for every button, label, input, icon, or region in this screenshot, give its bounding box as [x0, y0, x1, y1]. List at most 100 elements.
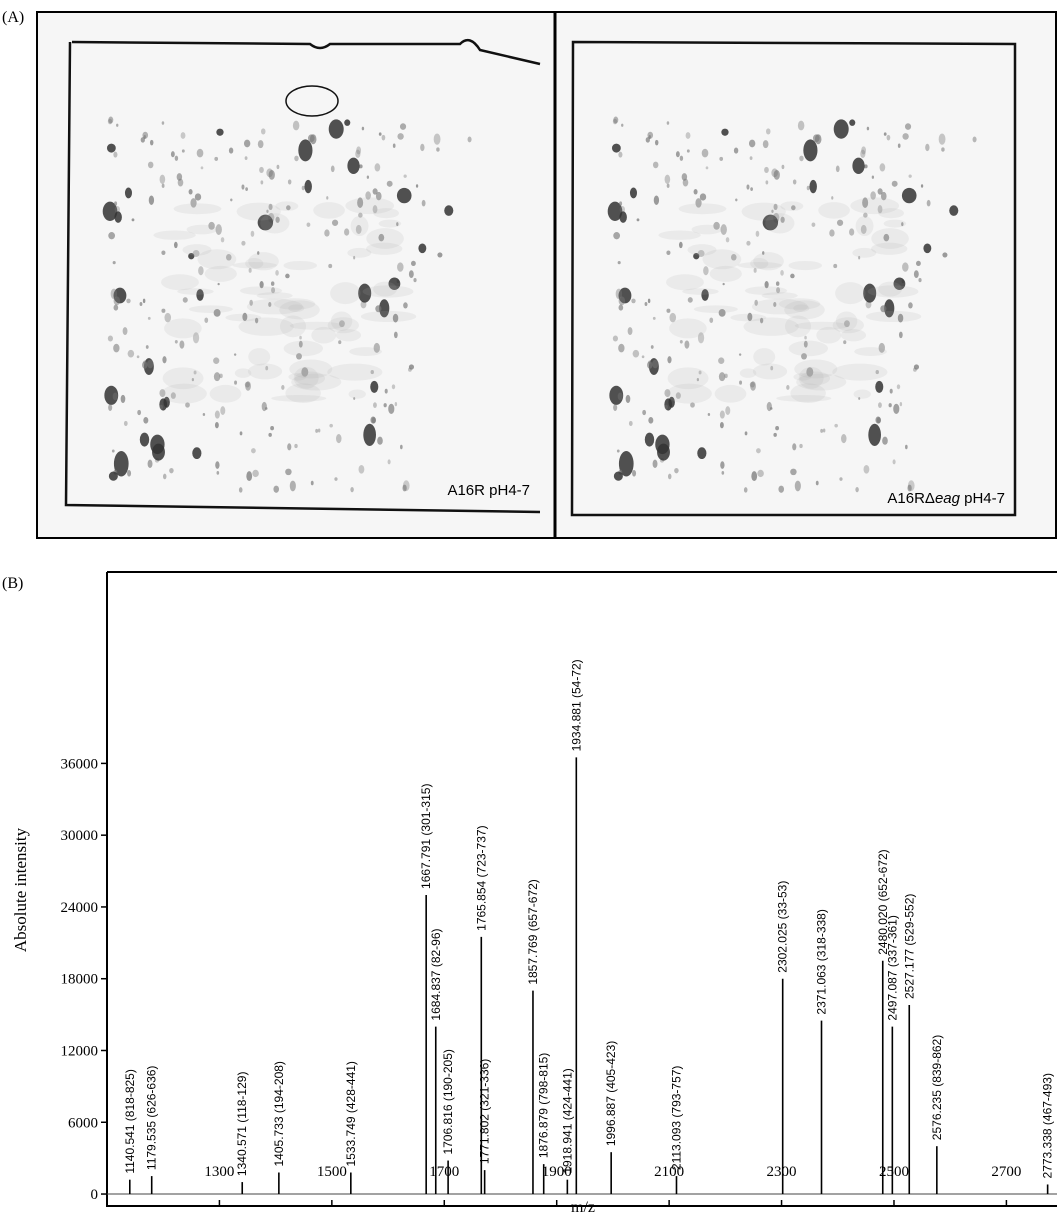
gel-spot	[110, 288, 118, 300]
gel-spot	[786, 385, 790, 390]
gel-spot	[415, 184, 419, 188]
gel-spot	[102, 201, 118, 222]
gel-spot	[124, 187, 133, 199]
gel-spot	[257, 251, 260, 255]
gel-spot	[113, 151, 118, 158]
gel-spot	[170, 151, 175, 158]
gel-spot	[647, 361, 653, 369]
gel-smear	[883, 219, 907, 228]
gel-spot	[162, 356, 167, 364]
gel-spot	[815, 480, 819, 486]
gel-smear	[366, 242, 403, 255]
gel-spot	[190, 198, 197, 208]
gel-spot	[775, 425, 780, 431]
gel-smear	[776, 395, 832, 402]
gel-spot	[883, 233, 890, 242]
gel-spot	[697, 332, 705, 344]
gel-smear	[788, 340, 829, 357]
gel-spot	[902, 133, 909, 140]
gel-spots	[607, 116, 977, 493]
gel-spot	[378, 233, 385, 242]
x-tick-label: 1900	[542, 1164, 572, 1180]
gel-spot	[613, 116, 619, 124]
gel-smear	[327, 317, 359, 334]
gel-spot	[179, 340, 185, 349]
gel-spot	[733, 147, 739, 154]
gel-spot	[820, 428, 824, 433]
gel-spot	[421, 199, 426, 207]
gel-spot	[613, 471, 623, 481]
peak-label: 1765.854 (723-737)	[474, 825, 488, 930]
gel-spot	[618, 151, 623, 158]
gel-spot	[111, 449, 115, 453]
gel-spot	[294, 443, 298, 449]
gel-spot	[159, 174, 166, 185]
gel-spot	[695, 198, 702, 208]
y-tick-label: 6000	[68, 1115, 98, 1131]
gel-spot	[127, 349, 135, 358]
gel-spot	[627, 327, 633, 335]
gel-spot	[397, 133, 404, 140]
gel-spot	[159, 389, 166, 398]
gel-spot	[750, 381, 756, 391]
gel-spot	[254, 317, 259, 324]
gel-spot	[372, 205, 378, 214]
gel-smear	[378, 219, 402, 228]
gel-spot	[896, 384, 901, 390]
gel-spot	[113, 287, 127, 304]
gel-spot	[641, 355, 645, 359]
gel-smear	[260, 213, 290, 234]
gel-spot	[196, 289, 204, 301]
gel-caption: A16RΔeag pH4-7	[887, 490, 1005, 507]
gel-spot	[926, 199, 931, 207]
gel-spot	[113, 304, 119, 311]
gel-spot	[690, 402, 695, 408]
gel-smear	[669, 318, 707, 339]
gel-spot	[392, 143, 396, 148]
gel-spot	[142, 298, 146, 304]
gel-spot	[675, 151, 680, 158]
gel-spot	[806, 367, 814, 377]
gel-spot	[220, 406, 226, 415]
peak-label: 1667.791 (301-315)	[419, 784, 433, 889]
gel-spot	[245, 381, 251, 391]
gel-spot	[113, 451, 129, 477]
gel-spot	[127, 470, 132, 477]
gel-spot	[268, 302, 272, 308]
gel-spot	[666, 121, 670, 125]
gel-spot	[607, 201, 623, 222]
gel-spot	[194, 193, 202, 201]
gel-spot	[259, 281, 264, 289]
gel-spot	[709, 317, 714, 323]
peak-label: 2527.177 (529-552)	[902, 894, 916, 999]
gel-spot	[106, 143, 116, 153]
gel-spot	[949, 205, 959, 216]
gel-spot	[304, 179, 312, 194]
peak-label: 1996.887 (405-423)	[604, 1041, 618, 1146]
gel-spot	[913, 270, 919, 278]
gel-spot	[251, 448, 256, 454]
gel-spot	[355, 149, 361, 159]
gel-smear	[784, 300, 825, 320]
gel-spot	[324, 229, 330, 237]
panel-label: (A)	[2, 9, 24, 26]
gel-spot	[822, 428, 826, 433]
gel-spot	[192, 332, 200, 344]
gel-spot	[833, 263, 838, 269]
gel-spot	[336, 433, 342, 444]
gel-spot	[701, 148, 709, 158]
gel-spot	[309, 134, 317, 145]
gel-spot	[770, 407, 773, 410]
gel-spot	[653, 195, 660, 205]
gel-spot	[252, 469, 259, 478]
gel-smear	[790, 383, 826, 403]
gel-spot	[839, 477, 843, 481]
gel-spot	[746, 240, 751, 246]
gel-spot	[721, 471, 725, 475]
gel-spot	[693, 252, 700, 260]
gel-spot	[384, 388, 388, 394]
gel-smear	[204, 265, 237, 282]
gel-spot	[381, 134, 386, 141]
x-tick-label: 1300	[204, 1164, 234, 1180]
gel-spot	[241, 240, 246, 246]
